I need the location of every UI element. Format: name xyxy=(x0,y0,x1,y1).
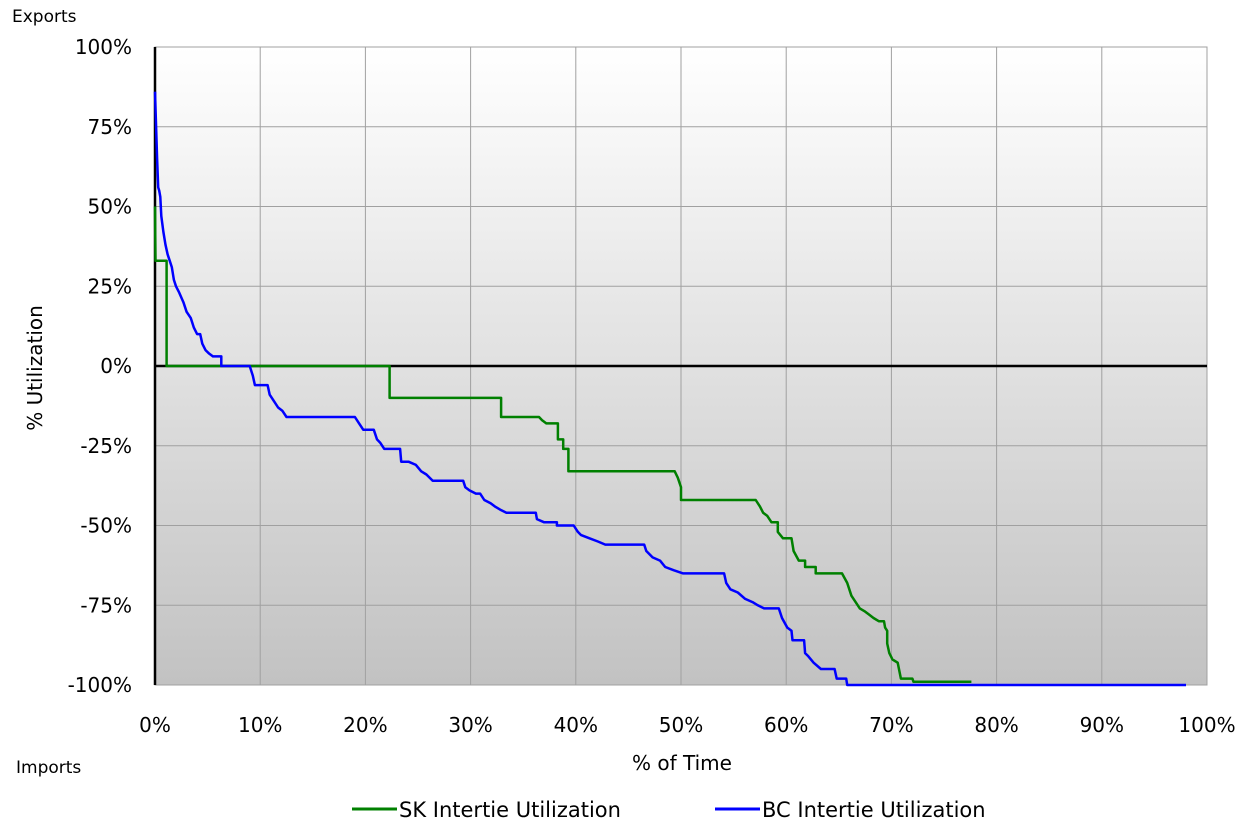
y-tick-label: -100% xyxy=(68,673,132,697)
series-layer xyxy=(153,91,1186,687)
x-tick-label: 50% xyxy=(659,713,703,737)
y-tick-labels: 100% 75% 50% 25% 0% -25% -50% -75% -100% xyxy=(68,35,132,697)
y-tick-label: 50% xyxy=(88,195,132,219)
x-tick-labels: 0% 10% 20% 30% 40% 50% 60% 70% 80% 90% 100% xyxy=(139,713,1235,737)
y-tick-label: 75% xyxy=(88,115,132,139)
series-line-sk xyxy=(153,206,972,684)
y-tick-label: 25% xyxy=(88,274,132,298)
x-tick-label: 40% xyxy=(554,713,598,737)
x-tick-label: 100% xyxy=(1178,713,1235,737)
x-tick-label: 30% xyxy=(448,713,492,737)
imports-label: Imports xyxy=(16,758,81,778)
y-tick-label: 0% xyxy=(100,354,132,378)
exports-label: Exports xyxy=(12,7,77,27)
x-tick-label: 80% xyxy=(974,713,1018,737)
legend-label: BC Intertie Utilization xyxy=(762,798,986,822)
y-axis-title: % Utilization xyxy=(23,305,47,431)
series-line-bc xyxy=(153,91,1186,687)
x-tick-label: 70% xyxy=(869,713,913,737)
y-tick-label: 100% xyxy=(75,35,132,59)
x-tick-label: 90% xyxy=(1080,713,1124,737)
x-tick-label: 20% xyxy=(343,713,387,737)
x-tick-label: 60% xyxy=(764,713,808,737)
y-tick-label: -25% xyxy=(80,434,132,458)
y-tick-label: -75% xyxy=(80,593,132,617)
y-tick-label: -50% xyxy=(80,514,132,538)
x-axis-title: % of Time xyxy=(632,751,732,775)
legend: SK Intertie Utilization BC Intertie Utili… xyxy=(352,798,986,822)
legend-label: SK Intertie Utilization xyxy=(399,798,621,822)
x-tick-label: 10% xyxy=(238,713,282,737)
x-tick-label: 0% xyxy=(139,713,171,737)
